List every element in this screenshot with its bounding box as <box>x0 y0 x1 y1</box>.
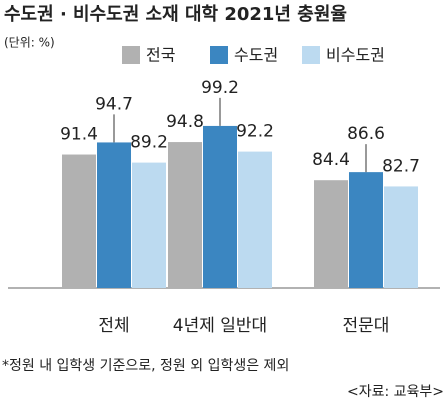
value-label: 99.2 <box>201 78 239 98</box>
bar <box>203 125 237 288</box>
bar <box>132 162 166 288</box>
value-label: 91.4 <box>60 125 98 145</box>
bar <box>349 172 383 288</box>
legend-label: 수도권 <box>234 46 278 65</box>
legend-label: 비수도권 <box>326 46 385 65</box>
legend-label: 전국 <box>146 46 175 65</box>
value-label: 89.2 <box>130 133 168 153</box>
value-label: 86.6 <box>347 124 385 144</box>
source: <자료: 교육부> <box>347 384 444 400</box>
value-label: 84.4 <box>312 150 350 170</box>
bar <box>97 142 131 288</box>
bar <box>384 186 418 288</box>
legend-swatch <box>122 46 140 64</box>
x-tick-label: 4년제 일반대 <box>173 316 267 336</box>
x-tick-label: 전문대 <box>343 316 390 336</box>
legend-swatch <box>210 46 228 64</box>
unit-label: (단위: %) <box>4 36 55 50</box>
value-label: 94.7 <box>95 94 133 114</box>
chart-title: 수도권 · 비수도권 소재 대학 2021년 충원율 <box>4 3 347 25</box>
bar <box>314 180 348 288</box>
legend-swatch <box>302 46 320 64</box>
bar <box>238 151 272 288</box>
x-tick-label: 전체 <box>98 316 129 336</box>
bar <box>168 142 202 288</box>
footnote: *정원 내 입학생 기준으로, 정원 외 입학생은 제외 <box>2 358 289 374</box>
value-label: 94.8 <box>166 112 204 132</box>
value-label: 92.2 <box>236 122 274 142</box>
bar <box>62 154 96 288</box>
value-label: 82.7 <box>382 156 420 176</box>
